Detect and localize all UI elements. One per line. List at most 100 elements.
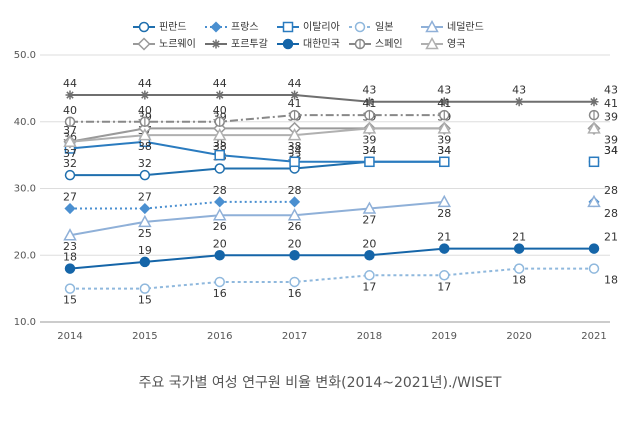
- marker: [364, 250, 375, 261]
- data-label: 41: [604, 97, 618, 110]
- data-label: 28: [604, 184, 618, 197]
- marker: [64, 283, 76, 294]
- caption: 주요 국가별 여성 연구원 비율 변화(2014~2021년)./WISET: [139, 375, 502, 391]
- legend-label: 일본: [375, 21, 393, 33]
- y-tick-label: 10.0: [14, 317, 36, 328]
- data-label: 34: [437, 144, 451, 157]
- marker: [214, 149, 225, 161]
- data-label: 26: [288, 220, 302, 233]
- marker: [64, 169, 76, 181]
- y-tick-label: 40.0: [14, 117, 36, 128]
- data-label: 35: [213, 137, 227, 150]
- marker: [214, 163, 225, 174]
- data-label: 37: [63, 147, 77, 160]
- marker: [287, 208, 302, 221]
- data-label: 26: [213, 220, 227, 233]
- data-label: 19: [138, 244, 152, 257]
- legend-label: 핀란드: [159, 21, 187, 33]
- marker: [354, 21, 366, 33]
- series-line: [69, 127, 445, 143]
- data-label: 38: [213, 140, 227, 153]
- marker: [211, 39, 221, 49]
- data-label: 16: [213, 287, 227, 300]
- legend-label: 이탈리아: [303, 20, 340, 33]
- series-line: [69, 200, 445, 237]
- marker: [588, 263, 600, 274]
- marker: [214, 276, 225, 288]
- data-label: 20: [362, 237, 376, 250]
- marker: [64, 263, 76, 274]
- data-label: 43: [604, 84, 618, 97]
- data-label: 38: [288, 140, 302, 153]
- x-tick-label: 2017: [282, 331, 307, 342]
- marker: [289, 196, 301, 208]
- marker: [289, 276, 300, 288]
- marker: [588, 243, 600, 254]
- data-label: 38: [138, 140, 152, 153]
- y-tick-label: 20.0: [14, 250, 36, 261]
- data-label: 34: [362, 144, 376, 157]
- marker: [514, 97, 524, 107]
- data-label: 41: [437, 97, 451, 110]
- data-label: 15: [138, 294, 152, 307]
- marker: [289, 250, 300, 261]
- data-label: 39: [362, 133, 376, 146]
- marker: [587, 194, 601, 208]
- data-label: 18: [512, 274, 526, 287]
- marker: [282, 21, 294, 33]
- data-label: 44: [63, 77, 77, 90]
- data-label: 27: [138, 191, 152, 204]
- data-label: 41: [288, 97, 302, 110]
- data-label: 43: [437, 84, 451, 97]
- data-label: 25: [138, 227, 152, 240]
- marker: [437, 194, 452, 208]
- x-tick-label: 2021: [581, 331, 606, 342]
- data-label: 44: [138, 77, 152, 90]
- marker: [212, 128, 227, 141]
- marker: [65, 90, 75, 100]
- data-label: 43: [512, 84, 526, 97]
- data-label: 27: [63, 191, 77, 204]
- data-label: 18: [63, 251, 77, 264]
- data-label: 17: [362, 280, 376, 293]
- y-tick-label: 30.0: [14, 184, 36, 195]
- data-label: 34: [604, 144, 618, 157]
- data-label: 34: [362, 144, 376, 157]
- series-line: [69, 140, 445, 163]
- marker: [289, 156, 300, 168]
- data-label: 28: [437, 207, 451, 220]
- marker: [212, 208, 227, 221]
- marker: [364, 97, 374, 107]
- x-tick-label: 2018: [357, 331, 382, 342]
- x-tick-label: 2015: [132, 331, 157, 342]
- data-label: 27: [362, 214, 376, 227]
- marker: [210, 21, 222, 33]
- marker: [138, 214, 152, 228]
- legend-label: 노르웨이: [159, 38, 196, 50]
- data-label: 34: [604, 144, 618, 157]
- marker: [139, 169, 151, 181]
- data-label: 21: [437, 231, 451, 244]
- data-label: 39: [604, 110, 618, 123]
- marker: [139, 202, 151, 215]
- series-line: [70, 94, 594, 103]
- marker: [139, 256, 151, 268]
- data-label: 40: [213, 104, 227, 117]
- marker: [425, 36, 439, 50]
- legend-label: 네덜란드: [447, 21, 484, 33]
- marker: [588, 156, 600, 168]
- data-label: 20: [288, 237, 302, 250]
- marker: [140, 90, 150, 100]
- marker: [437, 121, 452, 134]
- marker: [439, 156, 450, 168]
- data-label: 15: [63, 294, 77, 307]
- marker: [364, 156, 375, 168]
- data-label: 41: [362, 97, 376, 110]
- marker: [137, 37, 151, 51]
- marker: [64, 202, 76, 215]
- marker: [214, 250, 225, 261]
- marker: [138, 128, 152, 141]
- data-label: 17: [437, 280, 451, 293]
- data-label: 16: [288, 287, 302, 300]
